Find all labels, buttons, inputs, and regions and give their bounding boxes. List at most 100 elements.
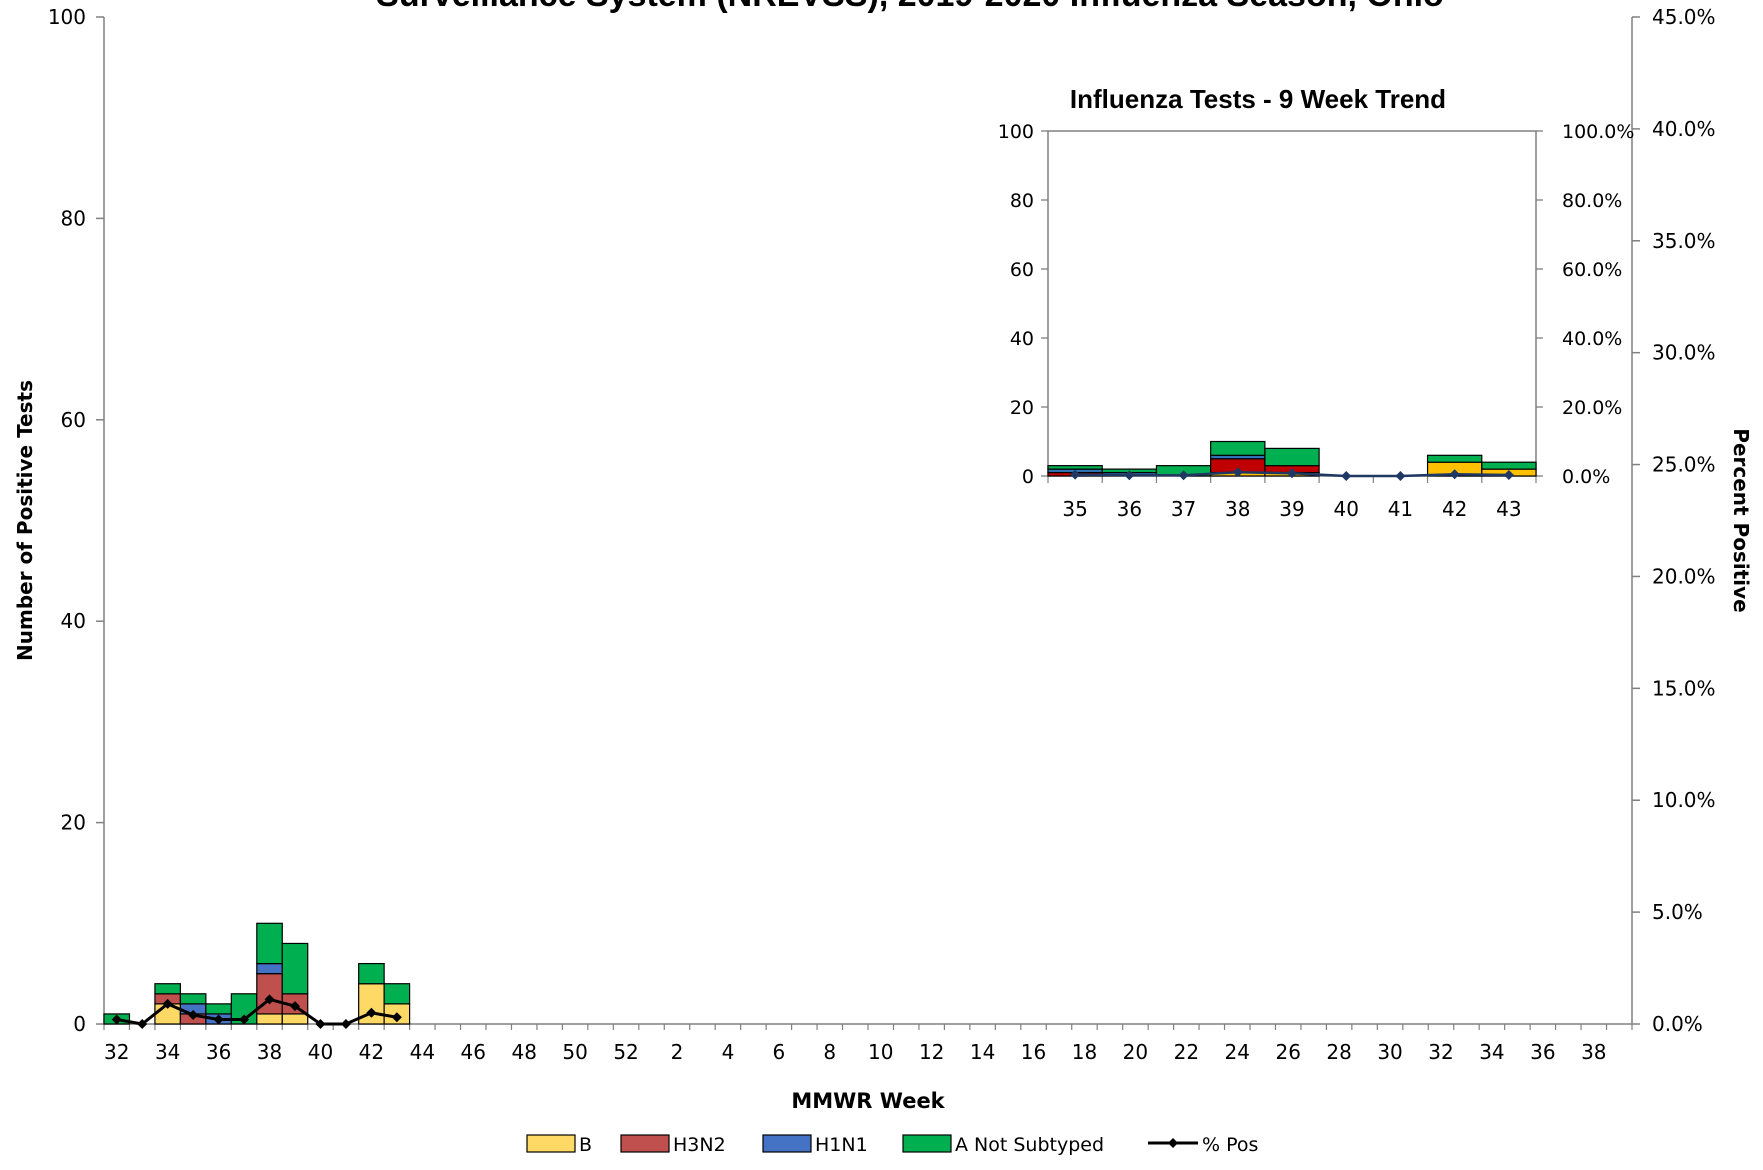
main-x-tick-label: 38: [257, 1040, 282, 1064]
main-x-tick-label: 50: [562, 1040, 587, 1064]
main-bar-h1n1: [256, 962, 283, 975]
inset-pct-pos-point: [1178, 470, 1189, 481]
main-x-tick-label: 38: [1581, 1040, 1606, 1064]
inset-y2-tick-label: 60.0%: [1562, 259, 1622, 281]
inset-x-tick-label: 42: [1442, 497, 1467, 521]
main-x-tick-label: 24: [1225, 1040, 1250, 1064]
inset-y-tick-label: 20: [1010, 397, 1034, 419]
legend-swatch: [526, 1134, 576, 1153]
legend-label: % Pos: [1202, 1134, 1258, 1156]
main-y2-tick-label: 15.0%: [1652, 676, 1716, 700]
main-x-tick-label: 52: [613, 1040, 638, 1064]
legend-line-marker: [1168, 1138, 1178, 1148]
main-pct-pos-point: [340, 1019, 351, 1029]
inset-y-tick-label: 100: [998, 121, 1034, 143]
main-pct-pos-point: [264, 994, 275, 1005]
main-x-tick-label: 8: [823, 1040, 836, 1064]
main-pct-pos-point: [188, 1010, 199, 1021]
legend-label: H3N2: [673, 1134, 726, 1156]
main-y2-tick-label: 30.0%: [1652, 341, 1716, 365]
main-bar-a-not-subtyped: [205, 1003, 232, 1015]
main-y2-tick-label: 25.0%: [1652, 453, 1716, 477]
main-y-axis-label: Number of Positive Tests: [13, 380, 37, 661]
main-pct-pos-point: [213, 1014, 224, 1025]
main-pct-pos-point: [366, 1007, 377, 1018]
main-x-tick-label: 30: [1377, 1040, 1402, 1064]
main-plot-area: 0204060801000.0%5.0%10.0%15.0%20.0%25.0%…: [13, 5, 1753, 1113]
main-bar-a-not-subtyped: [256, 922, 283, 965]
main-x-tick-label: 6: [772, 1040, 785, 1064]
inset-y-tick-label: 80: [1010, 190, 1034, 212]
main-x-tick-label: 32: [104, 1040, 129, 1064]
main-x-tick-label: 18: [1072, 1040, 1097, 1064]
main-x-tick-label: 10: [868, 1040, 893, 1064]
inset-x-tick-label: 36: [1117, 497, 1142, 521]
main-y2-axis-label: Percent Positive: [1729, 428, 1753, 612]
main-bar-a-not-subtyped: [358, 962, 385, 985]
legend-swatch: [762, 1134, 812, 1153]
main-y2-tick-label: 45.0%: [1652, 5, 1716, 29]
main-y2-tick-label: 35.0%: [1652, 229, 1716, 253]
inset-chart-title: Influenza Tests - 9 Week Trend: [1070, 84, 1446, 114]
inset-x-tick-label: 38: [1225, 497, 1250, 521]
main-y-tick-label: 100: [48, 5, 86, 29]
main-x-tick-label: 26: [1275, 1040, 1300, 1064]
inset-y-tick-label: 40: [1010, 328, 1034, 350]
inset-plot-frame: [1047, 130, 1537, 477]
inset-y-tick-label: 60: [1010, 259, 1034, 281]
inset-x-tick-label: 35: [1062, 497, 1087, 521]
main-pct-pos-point: [137, 1019, 148, 1029]
legend: B H3N2 H1N1 A Not Subtyped % Pos: [526, 1134, 1258, 1156]
inset-y2-tick-label: 20.0%: [1562, 397, 1622, 419]
inset-x-tick-label: 39: [1279, 497, 1304, 521]
inset-pct-pos-point: [1124, 470, 1135, 481]
inset-y-tick-label: 0: [1022, 466, 1034, 488]
main-y2-tick-label: 10.0%: [1652, 788, 1716, 812]
main-y-tick-label: 40: [61, 609, 86, 633]
legend-swatch: [902, 1134, 952, 1153]
main-x-tick-label: 42: [359, 1040, 384, 1064]
main-y-tick-label: 60: [61, 408, 86, 432]
inset-x-tick-label: 40: [1333, 497, 1358, 521]
main-x-tick-label: 12: [919, 1040, 944, 1064]
legend-label: A Not Subtyped: [955, 1134, 1104, 1156]
main-bar-a-not-subtyped: [383, 983, 411, 1005]
main-pct-pos-point: [290, 1001, 300, 1012]
inset-pct-pos-point: [1232, 467, 1243, 478]
main-x-tick-label: 20: [1123, 1040, 1148, 1064]
main-bar-a-not-subtyped: [281, 942, 309, 995]
main-y-tick-label: 0: [73, 1012, 86, 1036]
inset-y2-tick-label: 80.0%: [1562, 190, 1622, 212]
main-x-tick-label: 22: [1174, 1040, 1199, 1064]
main-bar-a-not-subtyped: [179, 993, 207, 1005]
main-x-axis-label: MMWR Week: [791, 1089, 945, 1113]
main-y-tick-label: 80: [61, 206, 86, 230]
inset-pct-pos-point: [1449, 469, 1460, 480]
inset-pct-pos-point: [1503, 469, 1514, 480]
main-pct-pos-point: [315, 1019, 326, 1029]
inset-y2-tick-label: 40.0%: [1562, 328, 1622, 350]
main-x-tick-label: 46: [461, 1040, 486, 1064]
main-x-tick-label: 4: [722, 1040, 735, 1064]
inset-x-tick-label: 37: [1171, 497, 1196, 521]
main-y2-tick-label: 5.0%: [1652, 900, 1703, 924]
inset-bar-a-not-subtyped: [1426, 454, 1483, 463]
main-y2-tick-label: 0.0%: [1652, 1012, 1703, 1036]
main-x-tick-label: 2: [671, 1040, 684, 1064]
inset-bar-a-not-subtyped: [1481, 461, 1537, 470]
main-x-tick-label: 36: [206, 1040, 231, 1064]
inset-bar-a-not-subtyped: [1264, 447, 1320, 467]
main-x-tick-label: 48: [511, 1040, 536, 1064]
main-y2-tick-label: 20.0%: [1652, 564, 1716, 588]
inset-pct-pos-point: [1395, 471, 1406, 481]
legend-label: H1N1: [815, 1134, 868, 1156]
inset-y2-tick-label: 0.0%: [1562, 466, 1610, 488]
main-x-tick-label: 40: [308, 1040, 333, 1064]
inset-pct-pos-point: [1341, 471, 1352, 481]
main-x-tick-label: 34: [155, 1040, 180, 1064]
main-pct-pos-point: [111, 1014, 122, 1025]
inset-pct-pos-point: [1287, 468, 1297, 479]
inset-chart: Influenza Tests - 9 Week Trend 0 20 40 60 80…: [998, 84, 1635, 521]
